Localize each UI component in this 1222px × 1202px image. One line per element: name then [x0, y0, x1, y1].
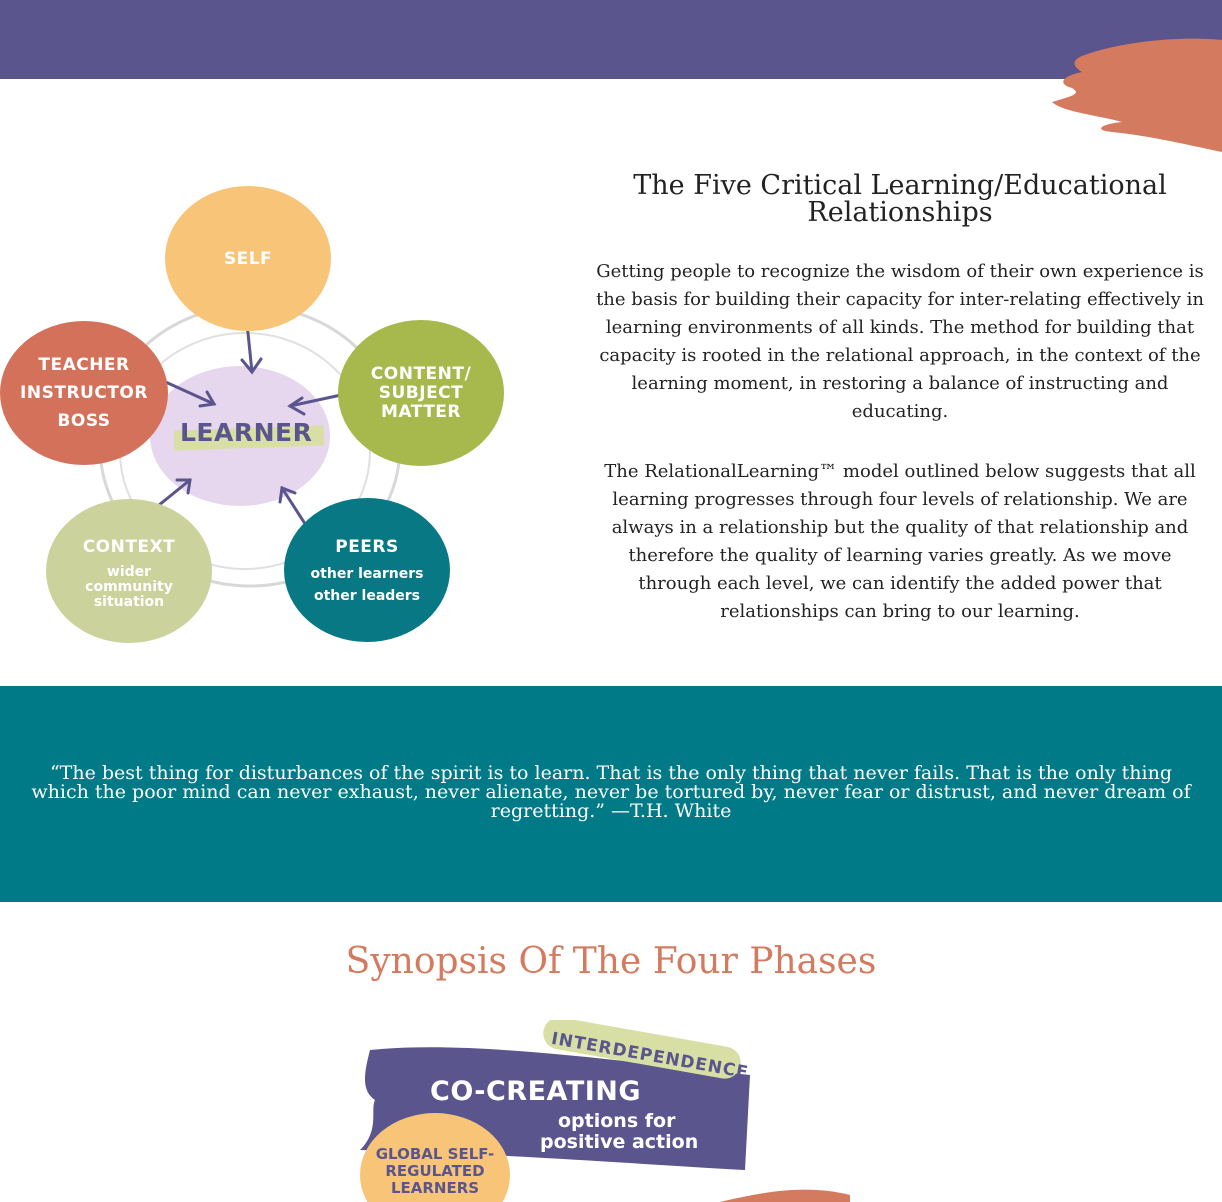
content-label: CONTENT/	[370, 363, 472, 384]
subject-label: SUBJECT	[378, 382, 464, 403]
global-line-3: LEARNERS	[390, 1179, 480, 1197]
header-bar	[0, 0, 1222, 79]
phase-brush-strokes	[360, 1020, 850, 1202]
self-label: SELF	[223, 248, 273, 269]
teacher-circle: TEACHER INSTRUCTOR BOSS	[0, 321, 168, 465]
content-circle: CONTENT/ SUBJECT MATTER	[338, 320, 504, 466]
decorative-brush-stroke	[1052, 38, 1222, 152]
intro-paragraph-1: Getting people to recognize the wisdom o…	[596, 261, 1204, 422]
peers-sub-leaders: other leaders	[313, 588, 421, 604]
co-creating-label: CO-CREATING	[430, 1076, 642, 1107]
options-label: options for	[558, 1110, 676, 1132]
global-line-2: REGULATED	[385, 1162, 485, 1180]
quote-text: “The best thing for disturbances of the …	[31, 761, 1191, 822]
relationships-diagram: SELF TEACHER INSTRUCTOR BOSS CONTENT/ SU…	[0, 186, 520, 646]
global-learners-label: GLOBAL SELF- REGULATED LEARNERS	[372, 1146, 498, 1197]
diagram-lines	[98, 301, 402, 588]
self-circle: SELF	[165, 186, 331, 331]
positive-action-label: positive action	[540, 1131, 699, 1153]
boss-label: BOSS	[57, 411, 111, 431]
context-title: CONTEXT	[82, 536, 176, 557]
section-heading: The Five Critical Learning/Educational R…	[633, 170, 1167, 228]
context-sub-wider: wider	[106, 563, 152, 580]
global-line-1: GLOBAL SELF-	[375, 1145, 495, 1163]
intro-section: The Five Critical Learning/Educational R…	[590, 172, 1210, 658]
context-sub-community: community	[85, 578, 173, 595]
peers-title: PEERS	[335, 537, 399, 557]
matter-label: MATTER	[380, 401, 462, 422]
peers-sub-learners: other learners	[310, 566, 424, 582]
teacher-label: TEACHER	[38, 355, 130, 375]
context-circle: CONTEXT wider community situation	[46, 499, 212, 643]
peers-circle: PEERS other learners other leaders	[284, 498, 450, 642]
intro-paragraph-2: The RelationalLearning™ model outlined b…	[604, 461, 1196, 622]
synopsis-heading: Synopsis Of The Four Phases	[345, 941, 877, 982]
four-phases-graphic: INTERDEPENDENCE CO-CREATING options for …	[350, 1020, 870, 1202]
learner-label: LEARNER	[180, 418, 313, 447]
context-sub-situation: situation	[93, 593, 165, 610]
quote-banner: “The best thing for disturbances of the …	[0, 686, 1222, 902]
instructor-label: INSTRUCTOR	[20, 383, 148, 403]
